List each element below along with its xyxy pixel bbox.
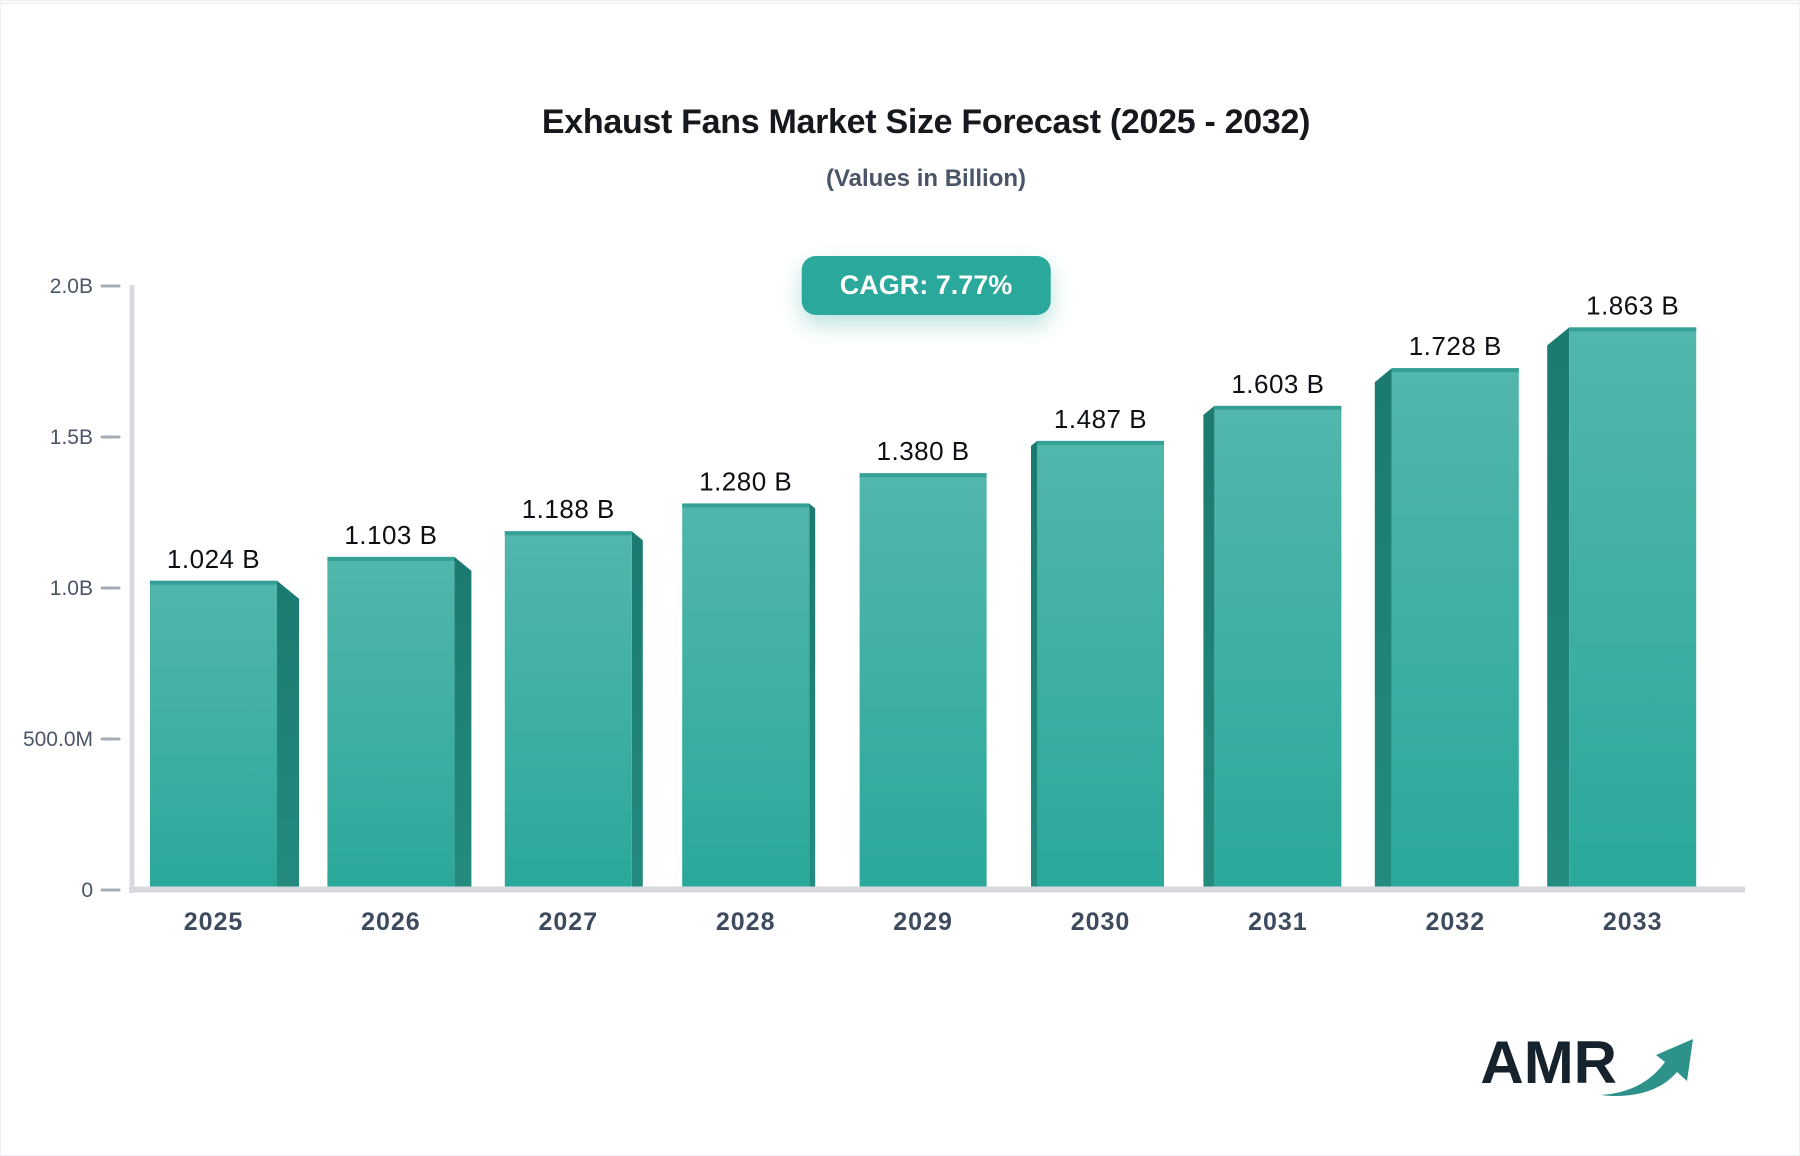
y-tick-label: 2.0B	[50, 275, 93, 298]
bar-top-edge	[1214, 405, 1342, 410]
bar-value-label: 1.024 B	[167, 544, 260, 574]
top-border-strip	[1, 1, 1799, 4]
y-tick-label: 1.5B	[50, 426, 93, 449]
bar-top-edge	[327, 556, 455, 561]
bar-top-edge	[1037, 440, 1164, 445]
bar	[504, 531, 643, 890]
x-axis-year-label: 2030	[1071, 908, 1131, 936]
axis-layer: 2.0B 1.5B 1.0B 500.0M 0	[23, 275, 135, 902]
growth-arrow-icon	[1601, 1039, 1693, 1097]
x-axis-year-label: 2025	[184, 908, 244, 936]
chart-subtitle: (Values in Billion)	[825, 165, 1027, 192]
bar	[1547, 327, 1697, 890]
bar-value-label: 1.863 B	[1586, 290, 1679, 320]
bar	[150, 580, 299, 890]
bars-layer	[150, 327, 1697, 890]
bar-front-face	[150, 580, 277, 890]
bar-top-edge	[504, 531, 632, 536]
bar	[327, 556, 472, 890]
bar-front-face	[1037, 440, 1164, 890]
bar-value-label: 1.380 B	[877, 436, 970, 466]
bar-top-edge	[682, 503, 810, 508]
bar-value-label: 1.188 B	[522, 494, 615, 524]
bar-front-face	[1214, 405, 1342, 890]
bar-side-face	[631, 531, 643, 890]
x-axis-year-label: 2028	[716, 908, 776, 936]
bar-top-edge	[859, 473, 987, 478]
bar-side-face	[454, 556, 472, 890]
bar-value-label: 1.103 B	[344, 520, 437, 550]
x-axis-year-label: 2033	[1603, 908, 1663, 936]
bar-side-face	[1374, 368, 1392, 890]
y-tick-label: 0	[81, 879, 93, 902]
bar-value-label: 1.728 B	[1409, 331, 1502, 361]
bar	[1374, 368, 1519, 890]
bar-front-face	[682, 503, 810, 890]
cagr-badge: CAGR: 7.77%	[801, 256, 1051, 315]
bar-side-face	[1203, 405, 1215, 890]
page-title: Exhaust Fans Market Size Forecast (2025 …	[541, 103, 1311, 141]
bar-value-label: 1.280 B	[699, 466, 792, 496]
y-tick-label: 1.0B	[50, 577, 93, 600]
x-axis-year-label: 2029	[893, 908, 953, 936]
bar	[682, 503, 816, 890]
bar-side-face	[809, 503, 816, 890]
bar-top-edge	[1569, 327, 1697, 332]
bar-top-edge	[1391, 368, 1519, 373]
x-axis-year-label: 2026	[361, 908, 421, 936]
x-axis-year-label: 2032	[1425, 908, 1485, 936]
bar	[859, 473, 987, 890]
labels-layer: 1.024 B 2025 1.103 B 2026 1.188 B 2027 1.280 B…	[129, 290, 1745, 936]
amr-logo-text: AMR	[1480, 1029, 1617, 1096]
y-tick-label: 500.0M	[23, 728, 93, 751]
bar	[1031, 440, 1164, 890]
bar-side-face	[1547, 327, 1570, 890]
bar-side-face	[1031, 440, 1037, 890]
bar-front-face	[1391, 368, 1519, 890]
bar	[1203, 405, 1342, 890]
x-axis-year-label: 2027	[538, 908, 598, 936]
bar-front-face	[504, 531, 632, 890]
bar-side-face	[277, 580, 299, 890]
bar-value-label: 1.487 B	[1054, 404, 1147, 434]
bar-front-face	[859, 473, 987, 890]
bar-front-face	[1569, 327, 1697, 890]
amr-logo: AMR	[1480, 1023, 1697, 1103]
bar-front-face	[327, 556, 455, 890]
bar-top-edge	[150, 580, 277, 585]
bar-value-label: 1.603 B	[1231, 369, 1324, 399]
x-axis-year-label: 2031	[1248, 908, 1308, 936]
